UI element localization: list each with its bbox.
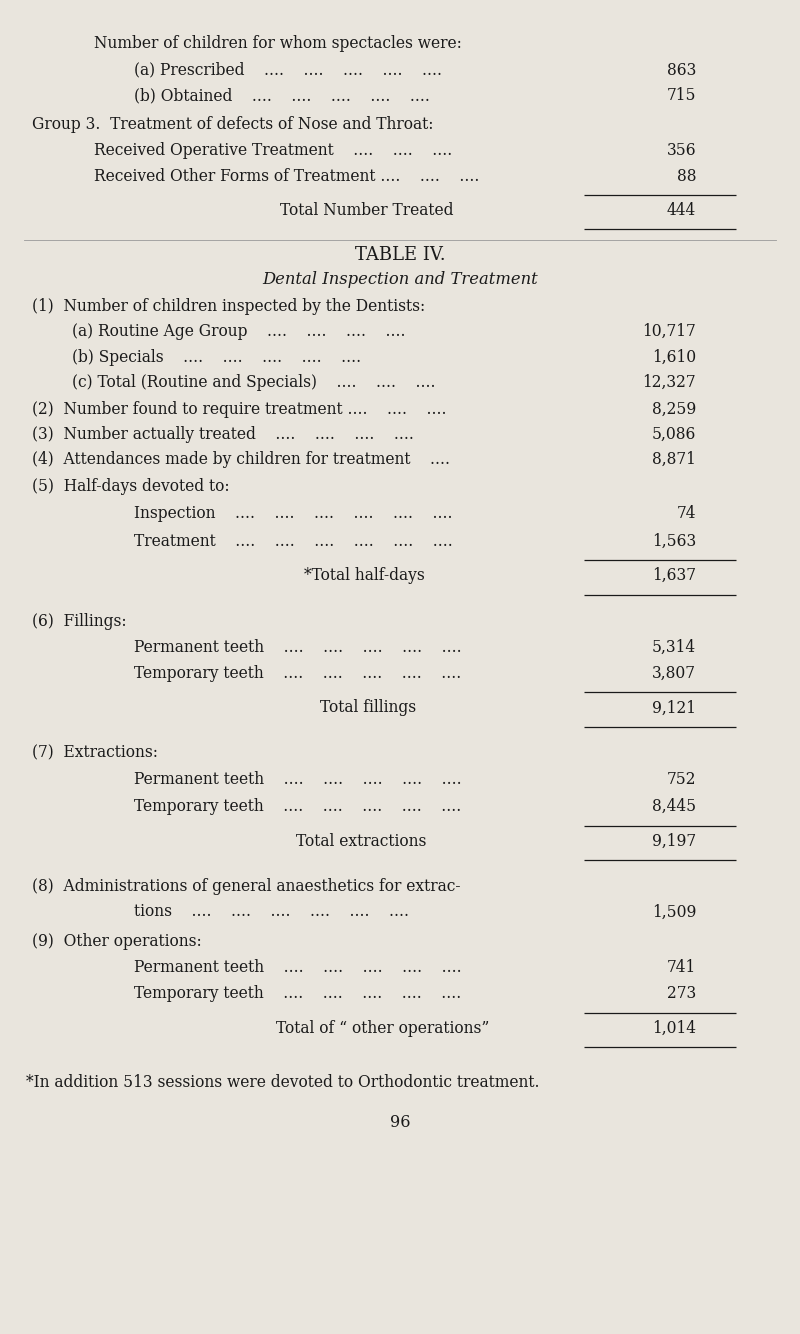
Text: *Total half-days: *Total half-days [304,567,425,584]
Text: 12,327: 12,327 [642,374,696,391]
Text: Total Number Treated: Total Number Treated [280,201,454,219]
Text: (c) Total (Routine and Specials)    ....    ....    ....: (c) Total (Routine and Specials) .... ..… [72,374,435,391]
Text: Total of “ other operations”: Total of “ other operations” [276,1019,490,1037]
Text: Temporary teeth    ....    ....    ....    ....    ....: Temporary teeth .... .... .... .... .... [134,664,462,682]
Text: TABLE IV.: TABLE IV. [354,247,446,264]
Text: (2)  Number found to require treatment ....    ....    ....: (2) Number found to require treatment ..… [32,400,446,418]
Text: 9,197: 9,197 [652,832,696,850]
Text: (b) Obtained    ....    ....    ....    ....    ....: (b) Obtained .... .... .... .... .... [134,87,430,104]
Text: Permanent teeth    ....    ....    ....    ....    ....: Permanent teeth .... .... .... .... .... [134,639,462,656]
Text: (8)  Administrations of general anaesthetics for extrac-: (8) Administrations of general anaesthet… [32,878,461,895]
Text: tions    ....    ....    ....    ....    ....    ....: tions .... .... .... .... .... .... [134,903,410,920]
Text: (1)  Number of children inspected by the Dentists:: (1) Number of children inspected by the … [32,297,426,315]
Text: 96: 96 [390,1114,410,1131]
Text: Permanent teeth    ....    ....    ....    ....    ....: Permanent teeth .... .... .... .... .... [134,771,462,788]
Text: Number of children for whom spectacles were:: Number of children for whom spectacles w… [94,35,462,52]
Text: 3,807: 3,807 [652,664,696,682]
Text: 1,014: 1,014 [652,1019,696,1037]
Text: Dental Inspection and Treatment: Dental Inspection and Treatment [262,271,538,288]
Text: Total fillings: Total fillings [320,699,416,716]
Text: 715: 715 [666,87,696,104]
Text: Received Other Forms of Treatment ....    ....    ....: Received Other Forms of Treatment .... .… [94,168,480,185]
Text: 752: 752 [666,771,696,788]
Text: Total extractions: Total extractions [296,832,426,850]
Text: (7)  Extractions:: (7) Extractions: [32,744,158,762]
Text: (b) Specials    ....    ....    ....    ....    ....: (b) Specials .... .... .... .... .... [72,348,361,366]
Text: 444: 444 [666,201,696,219]
Text: 356: 356 [666,141,696,159]
Text: 1,563: 1,563 [652,532,696,550]
Text: (9)  Other operations:: (9) Other operations: [32,932,202,950]
Text: 8,259: 8,259 [652,400,696,418]
Text: 1,637: 1,637 [652,567,696,584]
Text: (a) Prescribed    ....    ....    ....    ....    ....: (a) Prescribed .... .... .... .... .... [134,61,442,79]
Text: (a) Routine Age Group    ....    ....    ....    ....: (a) Routine Age Group .... .... .... ...… [72,323,406,340]
Text: Received Operative Treatment    ....    ....    ....: Received Operative Treatment .... .... .… [94,141,453,159]
Text: Temporary teeth    ....    ....    ....    ....    ....: Temporary teeth .... .... .... .... .... [134,984,462,1002]
Text: (4)  Attendances made by children for treatment    ....: (4) Attendances made by children for tre… [32,451,450,468]
Text: (5)  Half-days devoted to:: (5) Half-days devoted to: [32,478,230,495]
Text: *In addition 513 sessions were devoted to Orthodontic treatment.: *In addition 513 sessions were devoted t… [26,1074,540,1091]
Text: 273: 273 [666,984,696,1002]
Text: 1,610: 1,610 [652,348,696,366]
Text: 5,314: 5,314 [652,639,696,656]
Text: Inspection    ....    ....    ....    ....    ....    ....: Inspection .... .... .... .... .... .... [134,504,453,522]
Text: (3)  Number actually treated    ....    ....    ....    ....: (3) Number actually treated .... .... ..… [32,426,414,443]
Text: 9,121: 9,121 [652,699,696,716]
Text: 74: 74 [677,504,696,522]
Text: Permanent teeth    ....    ....    ....    ....    ....: Permanent teeth .... .... .... .... .... [134,959,462,976]
Text: 8,871: 8,871 [652,451,696,468]
Text: 88: 88 [677,168,696,185]
Text: 10,717: 10,717 [642,323,696,340]
Text: 8,445: 8,445 [652,798,696,815]
Text: Temporary teeth    ....    ....    ....    ....    ....: Temporary teeth .... .... .... .... .... [134,798,462,815]
Text: Group 3.  Treatment of defects of Nose and Throat:: Group 3. Treatment of defects of Nose an… [32,116,434,133]
Text: 5,086: 5,086 [652,426,696,443]
Text: 741: 741 [666,959,696,976]
Text: 1,509: 1,509 [652,903,696,920]
Text: (6)  Fillings:: (6) Fillings: [32,612,126,630]
Text: Treatment    ....    ....    ....    ....    ....    ....: Treatment .... .... .... .... .... .... [134,532,453,550]
Text: 863: 863 [666,61,696,79]
